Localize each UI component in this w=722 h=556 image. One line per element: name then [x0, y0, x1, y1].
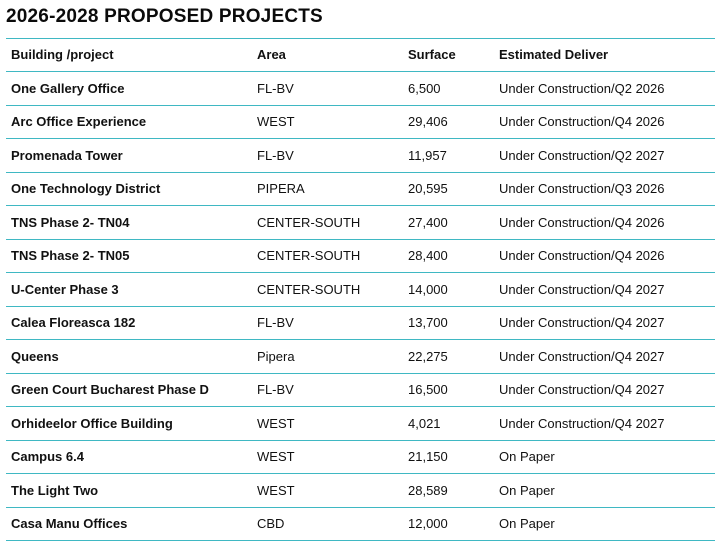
cell-area: CENTER-SOUTH — [252, 239, 403, 273]
cell-area: FL-BV — [252, 306, 403, 340]
cell-surface: 6,500 — [403, 71, 494, 106]
projects-table: Building /project Area Surface Estimated… — [6, 38, 715, 541]
cell-building-project: Arc Office Experience — [6, 105, 252, 139]
header-area: Area — [252, 38, 403, 72]
cell-building-project: Orhideelor Office Building — [6, 406, 252, 441]
cell-estimated-deliver: Under Construction/Q4 2026 — [494, 239, 715, 273]
cell-surface: 16,500 — [403, 373, 494, 407]
cell-surface: 20,595 — [403, 172, 494, 206]
cell-area: CBD — [252, 507, 403, 541]
cell-building-project: TNS Phase 2- TN05 — [6, 239, 252, 273]
cell-surface: 21,150 — [403, 440, 494, 474]
table-body: One Gallery Office FL-BV 6,500 Under Constr… — [6, 71, 715, 541]
cell-building-project: Promenada Tower — [6, 138, 252, 173]
table-row: Arc Office Experience WEST 29,406 Under Con… — [6, 105, 715, 139]
cell-estimated-deliver: Under Construction/Q4 2026 — [494, 205, 715, 240]
cell-area: WEST — [252, 473, 403, 508]
cell-building-project: One Gallery Office — [6, 71, 252, 106]
table-row: Promenada Tower FL-BV 11,957 Under Construc… — [6, 138, 715, 173]
cell-estimated-deliver: Under Construction/Q4 2027 — [494, 272, 715, 307]
cell-area: FL-BV — [252, 373, 403, 407]
cell-estimated-deliver: On Paper — [494, 473, 715, 508]
cell-estimated-deliver: On Paper — [494, 507, 715, 541]
cell-area: PIPERA — [252, 172, 403, 206]
cell-area: FL-BV — [252, 71, 403, 106]
cell-building-project: One Technology District — [6, 172, 252, 206]
table-row: Queens Pipera 22,275 Under Construction/Q4 … — [6, 339, 715, 374]
cell-surface: 11,957 — [403, 138, 494, 173]
cell-area: Pipera — [252, 339, 403, 374]
header-building-project: Building /project — [6, 38, 252, 72]
cell-surface: 4,021 — [403, 406, 494, 441]
table-header: Building /project Area Surface Estimated… — [6, 38, 715, 72]
cell-building-project: Green Court Bucharest Phase D — [6, 373, 252, 407]
cell-building-project: TNS Phase 2- TN04 — [6, 205, 252, 240]
table-row: TNS Phase 2- TN04 CENTER-SOUTH 27,400 Under… — [6, 205, 715, 240]
cell-building-project: Queens — [6, 339, 252, 374]
cell-estimated-deliver: Under Construction/Q4 2027 — [494, 306, 715, 340]
table-row: The Light Two WEST 28,589 On Paper — [6, 473, 715, 508]
cell-building-project: The Light Two — [6, 473, 252, 508]
cell-surface: 14,000 — [403, 272, 494, 307]
table-row: Calea Floreasca 182 FL-BV 13,700 Under Cons… — [6, 306, 715, 340]
cell-estimated-deliver: Under Construction/Q4 2027 — [494, 406, 715, 441]
cell-area: CENTER-SOUTH — [252, 272, 403, 307]
cell-surface: 27,400 — [403, 205, 494, 240]
table-row: Casa Manu Offices CBD 12,000 On Paper — [6, 507, 715, 541]
cell-surface: 13,700 — [403, 306, 494, 340]
cell-estimated-deliver: On Paper — [494, 440, 715, 474]
table-row: Green Court Bucharest Phase D FL-BV 16,500… — [6, 373, 715, 407]
cell-area: WEST — [252, 105, 403, 139]
cell-surface: 29,406 — [403, 105, 494, 139]
cell-area: WEST — [252, 440, 403, 474]
cell-area: CENTER-SOUTH — [252, 205, 403, 240]
page-title: 2026-2028 PROPOSED PROJECTS — [6, 6, 323, 27]
table-row: TNS Phase 2- TN05 CENTER-SOUTH 28,400 Under… — [6, 239, 715, 273]
cell-estimated-deliver: Under Construction/Q4 2026 — [494, 105, 715, 139]
table-row: One Technology District PIPERA 20,595 Under… — [6, 172, 715, 206]
cell-estimated-deliver: Under Construction/Q4 2027 — [494, 373, 715, 407]
cell-surface: 12,000 — [403, 507, 494, 541]
cell-building-project: Casa Manu Offices — [6, 507, 252, 541]
cell-surface: 28,589 — [403, 473, 494, 508]
cell-surface: 22,275 — [403, 339, 494, 374]
cell-surface: 28,400 — [403, 239, 494, 273]
cell-area: WEST — [252, 406, 403, 441]
cell-building-project: U-Center Phase 3 — [6, 272, 252, 307]
table-row: U-Center Phase 3 CENTER-SOUTH 14,000 Under … — [6, 272, 715, 307]
cell-area: FL-BV — [252, 138, 403, 173]
header-surface: Surface — [403, 38, 494, 72]
cell-building-project: Calea Floreasca 182 — [6, 306, 252, 340]
cell-estimated-deliver: Under Construction/Q4 2027 — [494, 339, 715, 374]
table-row: Orhideelor Office Building WEST 4,021 Under… — [6, 406, 715, 441]
cell-estimated-deliver: Under Construction/Q3 2026 — [494, 172, 715, 206]
table-row: Campus 6.4 WEST 21,150 On Paper — [6, 440, 715, 474]
cell-building-project: Campus 6.4 — [6, 440, 252, 474]
table-row: One Gallery Office FL-BV 6,500 Under Constr… — [6, 71, 715, 106]
header-estimated-deliver: Estimated Deliver — [494, 38, 715, 72]
cell-estimated-deliver: Under Construction/Q2 2027 — [494, 138, 715, 173]
header-row: Building /project Area Surface Estimated… — [6, 38, 715, 72]
cell-estimated-deliver: Under Construction/Q2 2026 — [494, 71, 715, 106]
